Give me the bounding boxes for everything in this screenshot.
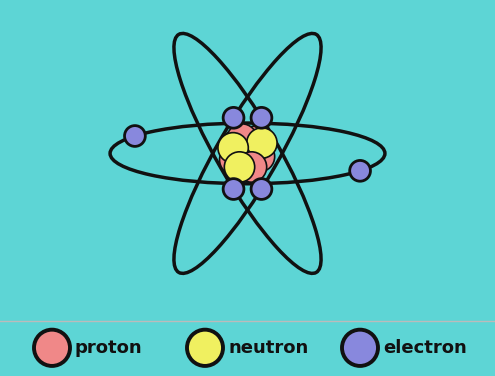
Circle shape: [227, 124, 257, 154]
Circle shape: [241, 130, 271, 161]
Circle shape: [236, 152, 267, 182]
Circle shape: [223, 108, 244, 128]
Circle shape: [125, 126, 146, 146]
Circle shape: [245, 141, 275, 172]
Circle shape: [240, 126, 270, 156]
Circle shape: [222, 129, 252, 160]
Circle shape: [34, 330, 70, 366]
Circle shape: [231, 144, 261, 174]
Circle shape: [223, 179, 244, 199]
Circle shape: [187, 330, 223, 366]
Circle shape: [251, 108, 272, 128]
Circle shape: [218, 133, 248, 163]
Circle shape: [234, 136, 264, 167]
Circle shape: [220, 145, 250, 175]
Text: proton: proton: [75, 339, 143, 357]
Text: electron: electron: [383, 339, 467, 357]
Text: neutron: neutron: [228, 339, 308, 357]
Circle shape: [349, 161, 370, 181]
Circle shape: [224, 152, 255, 182]
Circle shape: [251, 179, 272, 199]
Circle shape: [342, 330, 378, 366]
Circle shape: [247, 128, 277, 158]
